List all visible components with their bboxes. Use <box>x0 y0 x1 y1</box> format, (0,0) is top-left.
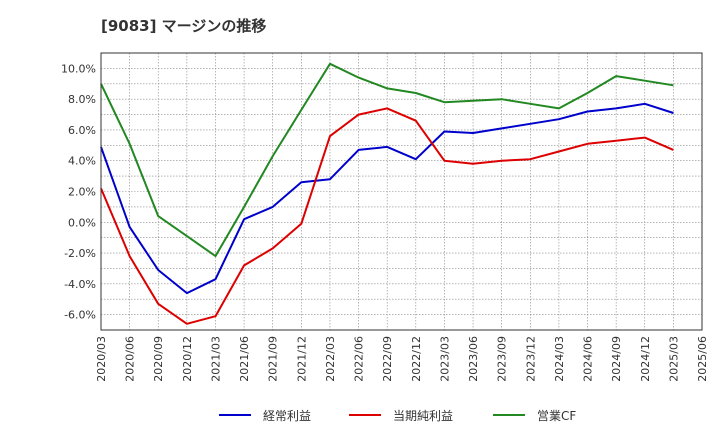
x-tick-label: 2020/06 <box>124 336 137 382</box>
y-tick-label: -6.0% <box>64 309 96 322</box>
legend: 経常利益 当期純利益 営業CF <box>219 409 576 423</box>
x-tick-label: 2022/12 <box>410 336 423 382</box>
x-tick-label: 2020/03 <box>95 336 108 382</box>
x-tick-label: 2021/12 <box>295 336 308 382</box>
y-tick-label: -4.0% <box>64 278 96 291</box>
legend-label: 当期純利益 <box>393 409 453 423</box>
series-line-1 <box>100 102 674 295</box>
x-tick-label: 2023/12 <box>524 336 537 382</box>
x-tick-label: 2021/03 <box>209 336 222 382</box>
series-lines <box>100 62 674 325</box>
x-tick-label: 2023/03 <box>438 336 451 382</box>
x-axis: 2020/03 2020/06 2020/09 2020/12 2021/03 2021/… <box>95 336 709 382</box>
legend-label: 経常利益 <box>263 409 311 423</box>
y-tick-label: -2.0% <box>64 247 96 260</box>
y-tick-label: 8.0% <box>68 93 96 106</box>
x-tick-label: 2024/09 <box>610 336 623 382</box>
x-tick-label: 2021/06 <box>238 336 251 382</box>
x-tick-label: 2021/09 <box>267 336 280 382</box>
series-line-3 <box>100 62 674 258</box>
x-tick-label: 2025/06 <box>696 336 709 382</box>
plot-frame <box>100 52 703 331</box>
y-axis: 10.0% 8.0% 6.0% 4.0% 2.0% 0.0% -2.0% -4.0% -6.0% <box>61 62 96 321</box>
y-tick-label: 4.0% <box>68 155 96 168</box>
y-tick-label: 6.0% <box>68 124 96 137</box>
x-tick-label: 2025/03 <box>667 336 680 382</box>
x-tick-label: 2020/09 <box>152 336 165 382</box>
x-tick-label: 2022/03 <box>324 336 337 382</box>
x-tick-label: 2024/03 <box>553 336 566 382</box>
y-tick-label: 0.0% <box>68 216 96 229</box>
legend-label: 営業CF <box>537 409 576 423</box>
x-tick-label: 2023/06 <box>467 336 480 382</box>
x-tick-label: 2023/09 <box>496 336 509 382</box>
chart-title: [9083] マージンの推移 <box>101 17 266 35</box>
grid-lines <box>100 52 703 331</box>
x-tick-label: 2024/06 <box>582 336 595 382</box>
y-tick-label: 2.0% <box>68 186 96 199</box>
x-tick-label: 2022/09 <box>381 336 394 382</box>
y-tick-label: 10.0% <box>61 62 96 75</box>
x-tick-label: 2020/12 <box>181 336 194 382</box>
x-tick-label: 2022/06 <box>353 336 366 382</box>
x-tick-label: 2024/12 <box>639 336 652 382</box>
series-line-2 <box>100 107 674 325</box>
